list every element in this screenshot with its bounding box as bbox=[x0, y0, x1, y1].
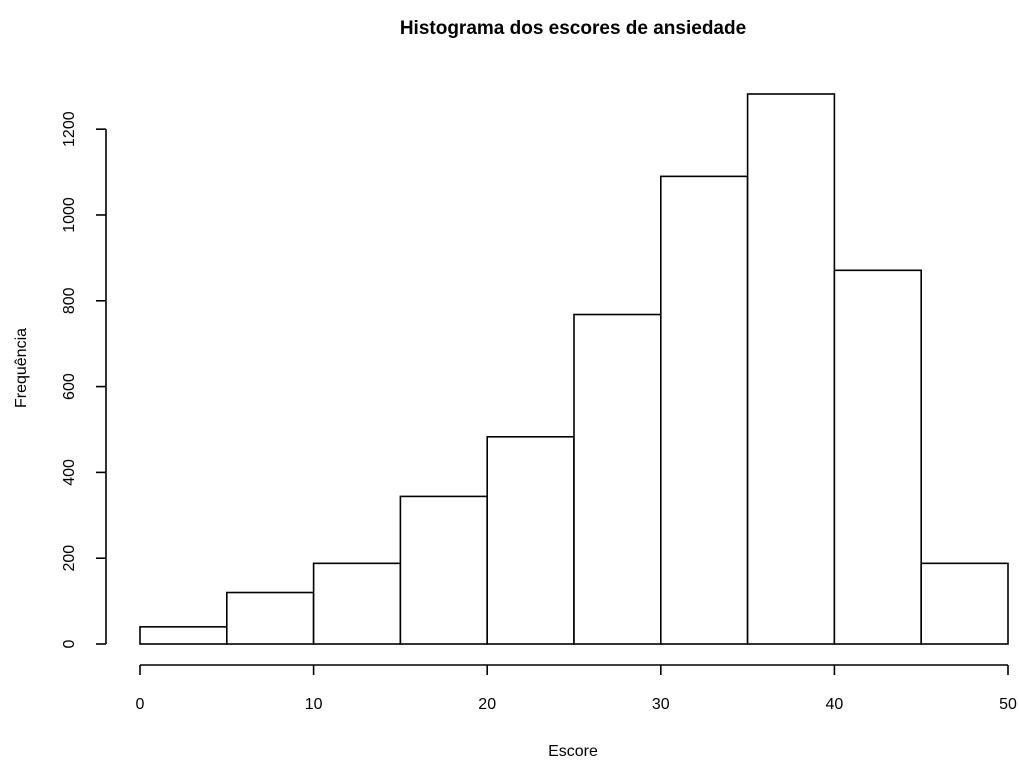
x-tick-label: 30 bbox=[652, 696, 670, 713]
x-tick-label: 20 bbox=[478, 696, 496, 713]
histogram-bar bbox=[486, 435, 575, 645]
histogram-bar bbox=[573, 313, 662, 645]
bars-group bbox=[139, 93, 1009, 645]
histogram-bar bbox=[312, 562, 402, 645]
x-tick-label: 10 bbox=[305, 696, 323, 713]
histogram-bar bbox=[746, 93, 836, 645]
y-tick-label: 200 bbox=[61, 545, 78, 572]
histogram-bar bbox=[833, 269, 923, 645]
histogram-bar bbox=[659, 175, 749, 645]
y-tick-label: 800 bbox=[61, 287, 78, 314]
chart-title: Histograma dos escores de ansiedade bbox=[400, 18, 746, 39]
x-axis-label: Escore bbox=[548, 743, 598, 760]
x-tick-label: 50 bbox=[999, 696, 1017, 713]
y-tick-label: 600 bbox=[61, 373, 78, 400]
x-tick-label: 40 bbox=[826, 696, 844, 713]
y-tick-label: 400 bbox=[61, 459, 78, 486]
x-tick-label: 0 bbox=[136, 696, 145, 713]
y-tick-label: 1200 bbox=[61, 111, 78, 147]
histogram-bar bbox=[399, 495, 488, 645]
y-axis-label: Frequência bbox=[13, 328, 30, 408]
histogram-bar bbox=[226, 591, 315, 645]
histogram-bar bbox=[920, 562, 1009, 645]
y-tick-label: 0 bbox=[61, 639, 78, 648]
histogram-bar bbox=[139, 626, 228, 645]
x-axis: 0 10 20 30 40 50 bbox=[136, 664, 1017, 713]
y-axis: 0 200 400 600 800 1000 1200 bbox=[61, 111, 107, 648]
y-tick-label: 1000 bbox=[61, 197, 78, 233]
